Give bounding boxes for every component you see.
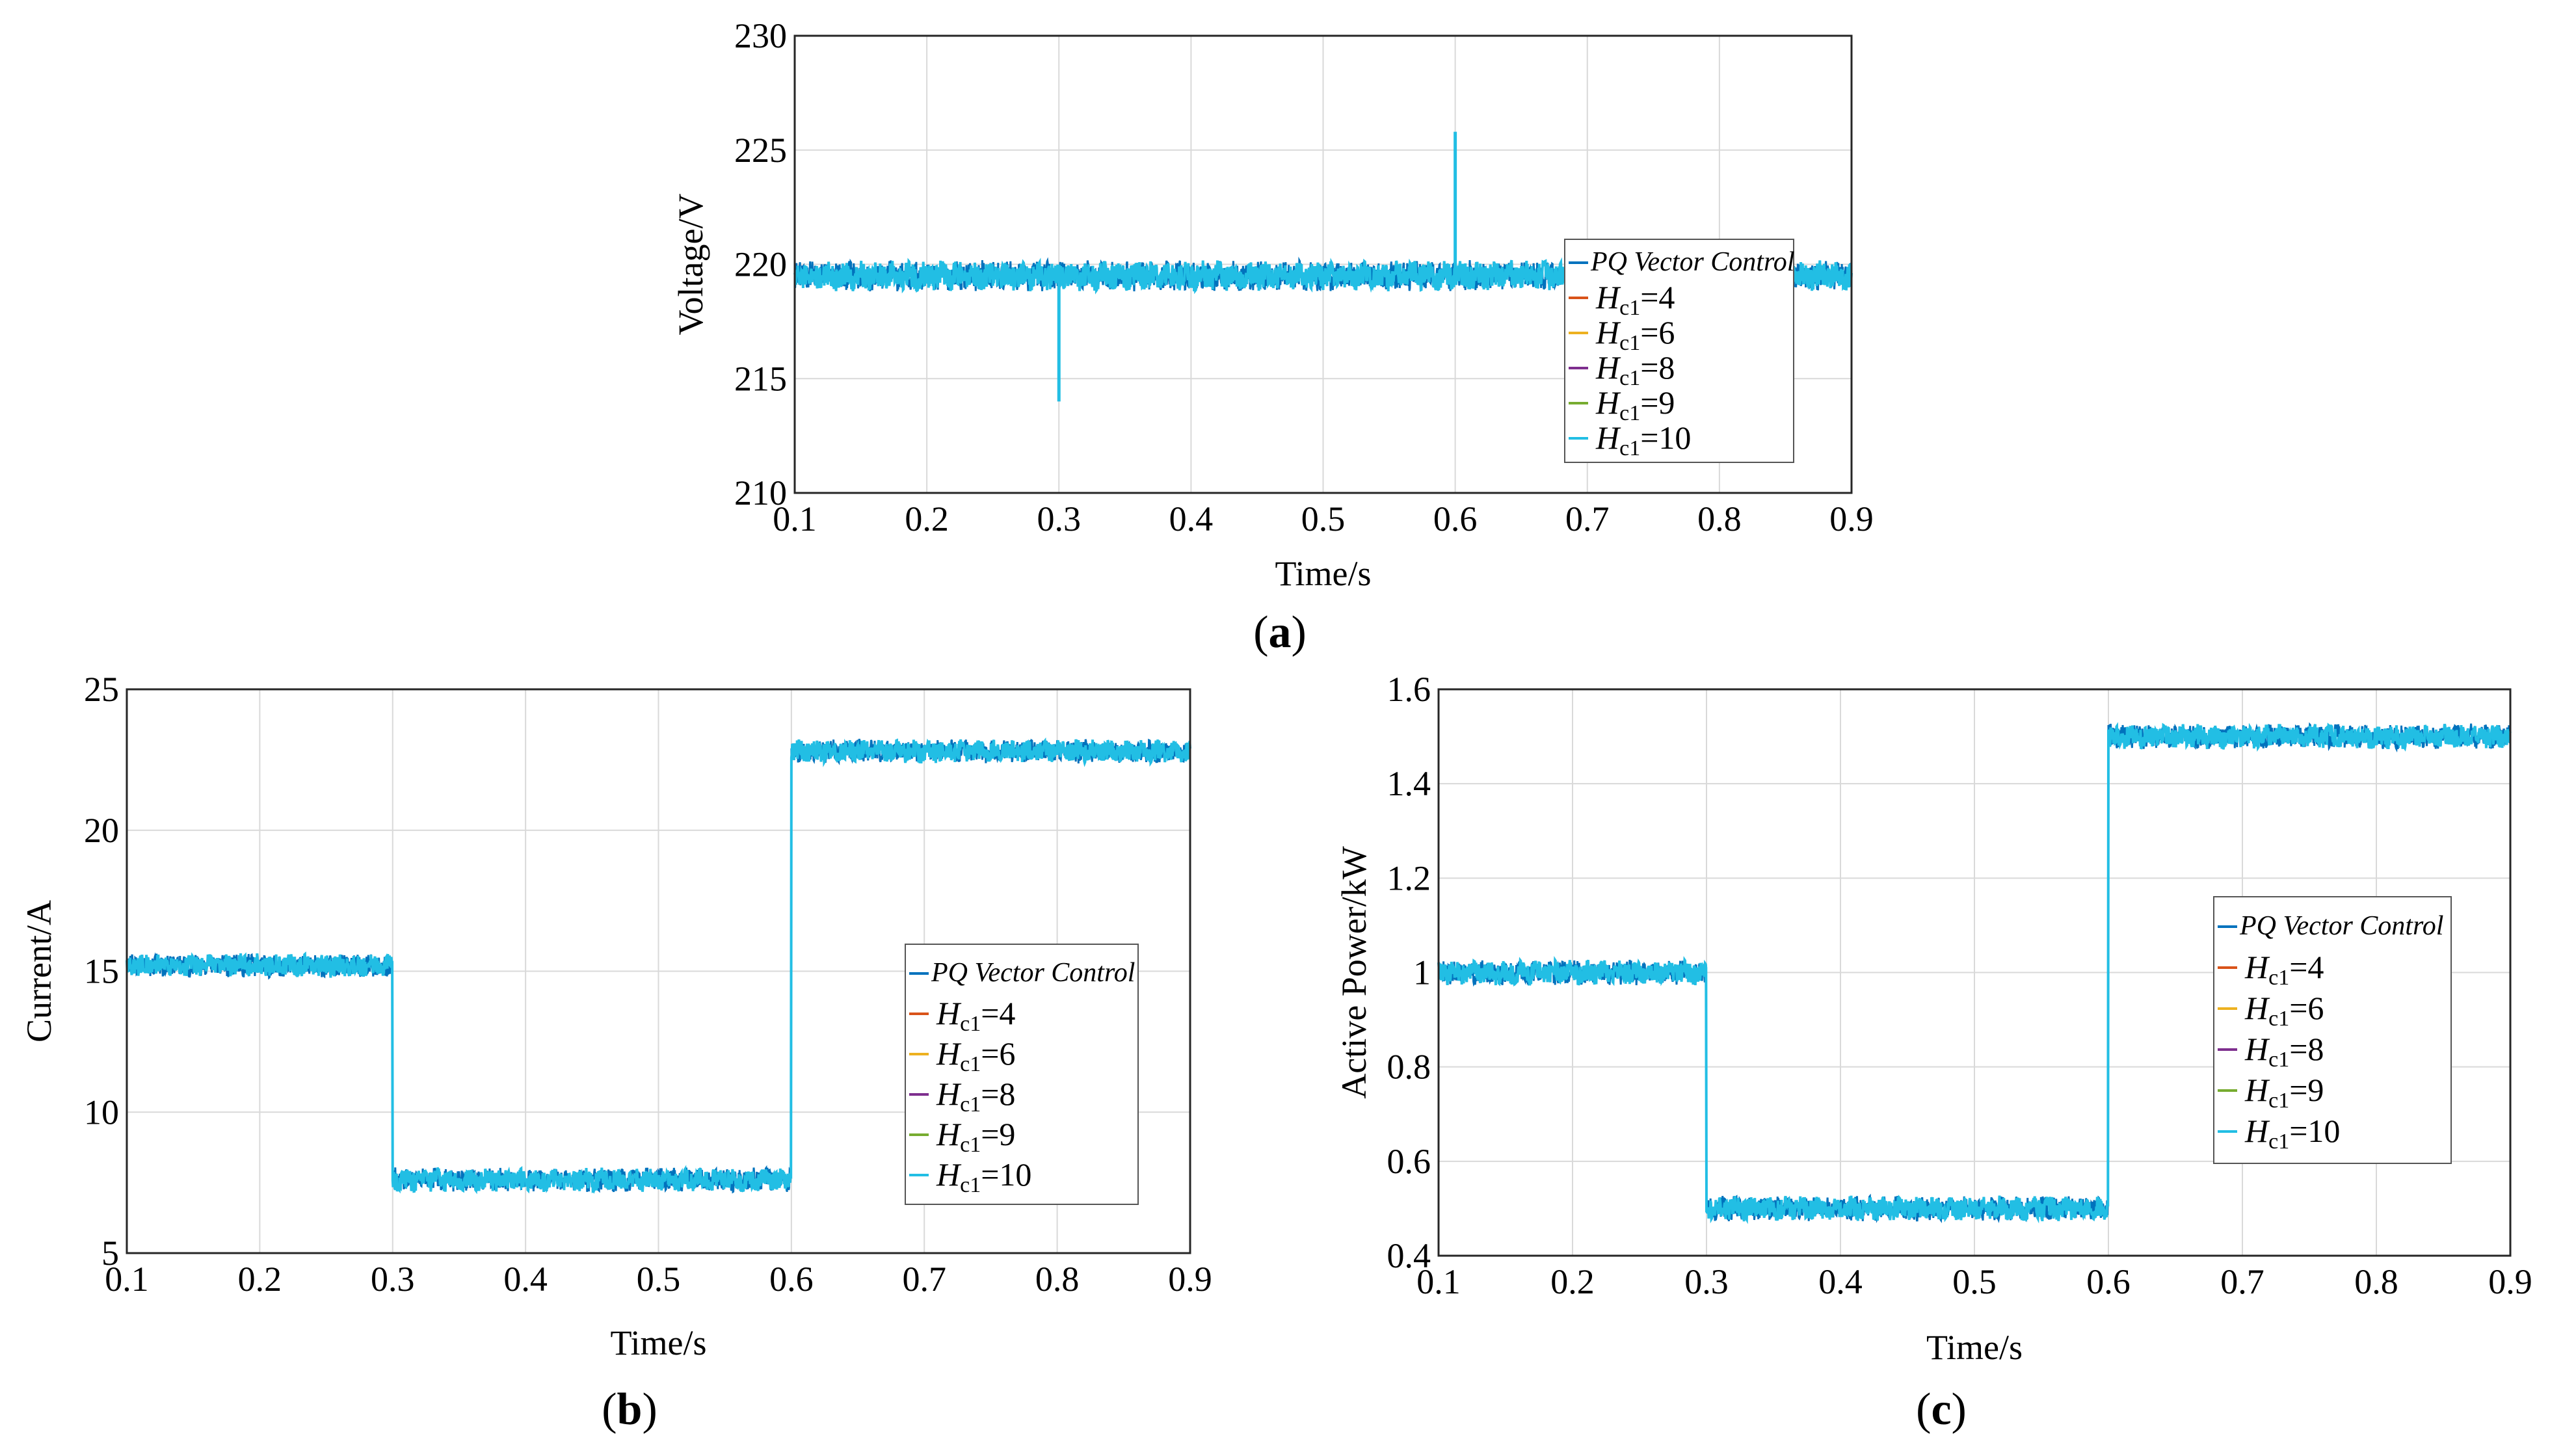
legend: PQ Vector Control Hc1=4Hc1=6Hc1=8Hc1=9Hc1…	[2213, 896, 2452, 1164]
y-tick-label: 210	[734, 473, 787, 512]
x-tick-label: 0.1	[105, 1260, 149, 1299]
x-tick-label: 0.2	[1550, 1262, 1595, 1301]
legend-label: Hc1=10	[936, 1156, 1031, 1197]
y-tick-label: 1.2	[1387, 858, 1431, 897]
y-tick-label: 1	[1413, 953, 1431, 992]
x-tick-label: 0.1	[773, 499, 817, 538]
legend-label: Hc1=10	[2244, 1113, 2340, 1154]
legend-label: Hc1=6	[1595, 314, 1675, 355]
x-tick-label: 0.4	[1818, 1262, 1863, 1301]
legend-label: PQ Vector Control	[1590, 247, 1794, 277]
y-tick-label: 1.6	[1387, 670, 1431, 709]
panel-caption: (c)	[1916, 1384, 1967, 1435]
legend-label: Hc1=8	[936, 1076, 1015, 1117]
y-tick-label: 20	[84, 811, 119, 850]
x-tick-label: 0.3	[1684, 1262, 1729, 1301]
legend-box	[905, 944, 1139, 1205]
x-tick-label: 0.4	[1169, 499, 1214, 538]
legend-label: Hc1=9	[936, 1116, 1015, 1157]
y-tick-label: 15	[84, 952, 119, 991]
series-line-hc1-10	[1437, 722, 2512, 1224]
x-axis-label: Time/s	[1275, 554, 1371, 593]
x-tick-label: 0.3	[1037, 499, 1082, 538]
legend-label: PQ Vector Control	[2239, 911, 2443, 941]
x-axis-label: Time/s	[610, 1323, 706, 1362]
y-tick-label: 215	[734, 359, 787, 398]
legend-label: Hc1=8	[2244, 1031, 2324, 1072]
y-tick-label: 0.6	[1387, 1142, 1431, 1181]
x-tick-label: 0.9	[2488, 1262, 2532, 1301]
y-axis-label: Active Power/kW	[1335, 846, 1374, 1098]
x-tick-label: 0.5	[1952, 1262, 1997, 1301]
series-line-hc1-10	[126, 737, 1191, 1195]
legend-label: Hc1=4	[2244, 949, 2324, 990]
legend: PQ Vector ControlHc1=4Hc1=6Hc1=8Hc1=9Hc1…	[1564, 239, 1794, 463]
x-tick-label: 0.6	[1433, 499, 1478, 538]
plot-frame	[793, 34, 1853, 494]
x-tick-label: 0.9	[1168, 1260, 1212, 1299]
plot-frame	[126, 688, 1191, 1254]
y-tick-label: 5	[101, 1234, 119, 1273]
legend-label: Hc1=6	[2244, 990, 2324, 1031]
y-tick-label: 0.8	[1387, 1048, 1431, 1087]
y-tick-label: 225	[734, 131, 787, 170]
x-tick-label: 0.2	[905, 499, 949, 538]
legend-label: Hc1=4	[1595, 279, 1675, 320]
legend-label: Hc1=4	[936, 995, 1015, 1036]
x-tick-label: 0.9	[1829, 499, 1874, 538]
x-tick-label: 0.7	[1565, 499, 1610, 538]
x-tick-label: 0.7	[2220, 1262, 2264, 1301]
x-tick-label: 0.6	[2086, 1262, 2131, 1301]
x-tick-label: 0.8	[1697, 499, 1742, 538]
chart-b: 0.1 0.2 0.3 0.4 0.5 0.6 0.7 0.8 0.9 5 10 15 20 25 Time…	[20, 670, 1212, 1435]
legend-label: Hc1=10	[1595, 419, 1691, 460]
x-tick-label: 0.5	[1301, 499, 1346, 538]
legend-label: Hc1=8	[1595, 349, 1675, 390]
y-tick-label: 230	[734, 16, 787, 55]
x-tick-label: 0.4	[503, 1260, 548, 1299]
plot-frame	[1437, 688, 2512, 1257]
x-tick-label: 0.8	[1035, 1260, 1080, 1299]
x-tick-label: 0.2	[238, 1260, 282, 1299]
legend-label: Hc1=6	[936, 1035, 1015, 1076]
y-tick-label: 0.4	[1387, 1236, 1431, 1275]
x-tick-label: 0.8	[2354, 1262, 2398, 1301]
y-tick-label: 1.4	[1387, 764, 1431, 803]
legend-label: Hc1=9	[1595, 384, 1675, 425]
y-tick-label: 10	[84, 1092, 119, 1132]
panel-caption: (b)	[602, 1384, 657, 1435]
legend-box	[2213, 896, 2452, 1164]
x-tick-label: 0.6	[769, 1260, 814, 1299]
y-axis-label: Voltage/V	[671, 194, 710, 336]
y-tick-label: 220	[734, 245, 787, 284]
y-tick-label: 25	[84, 670, 119, 709]
x-axis-label: Time/s	[1926, 1328, 2023, 1367]
x-tick-label: 0.1	[1416, 1262, 1461, 1301]
panel-caption: (a)	[1253, 607, 1307, 657]
legend-label: Hc1=9	[2244, 1072, 2324, 1113]
x-tick-label: 0.3	[371, 1260, 415, 1299]
chart-a: 0.1 0.2 0.3 0.4 0.5 0.6 0.7 0.8 0.9 210 215 220 225 2…	[671, 16, 1874, 657]
legend: PQ Vector Control Hc1=4Hc1=6Hc1=8Hc1=9Hc1…	[905, 944, 1139, 1205]
legend-label: PQ Vector Control	[931, 958, 1135, 988]
x-tick-label: 0.5	[637, 1260, 681, 1299]
y-axis-label: Current/A	[20, 900, 59, 1042]
x-tick-label: 0.7	[903, 1260, 947, 1299]
chart-c: 0.1 0.2 0.3 0.4 0.5 0.6 0.7 0.8 0.9 0.4 0.6 0.8 1 1.2…	[1335, 670, 2532, 1435]
legend-box	[1564, 239, 1794, 463]
